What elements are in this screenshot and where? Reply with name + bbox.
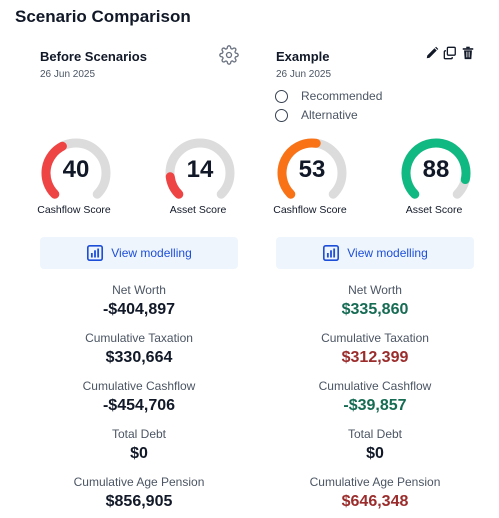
metric-cumulative-taxation: Cumulative Taxation $312,399 [270,330,480,378]
radio-button[interactable] [275,89,288,103]
gauge-label: Cashflow Score [273,204,347,216]
scenario-date: 26 Jun 2025 [276,69,332,80]
scenario-name: Example [276,49,330,64]
scenario-card-example: Example 26 Jun 2025 Recommended Alternat… [270,40,480,518]
copy-icon[interactable] [443,46,457,60]
gauge-fill [165,172,184,199]
metric-value: $312,399 [341,349,409,366]
metric-label: Net Worth [112,283,166,297]
metric-value: $0 [366,445,384,462]
gauge-label: Asset Score [405,204,463,216]
button-label: View modelling [111,246,192,260]
metric-cumulative-cashflow: Cumulative Cashflow -$454,706 [34,378,244,426]
metric-cumulative-age-pension: Cumulative Age Pension $646,348 [270,474,480,518]
metric-label: Cumulative Taxation [321,331,429,345]
metric-label: Cumulative Age Pension [73,475,205,489]
gauge-label: Asset Score [169,204,227,216]
metric-label: Net Worth [348,283,402,297]
metrics-list: Net Worth -$404,897 Cumulative Taxation … [34,282,244,518]
metric-value: -$39,857 [343,397,407,414]
gauge-cashflow-score: 40 [38,138,114,200]
gauge-value: 40 [62,156,90,183]
metric-label: Cumulative Cashflow [82,379,196,393]
metric-cumulative-age-pension: Cumulative Age Pension $856,905 [34,474,244,518]
metric-total-debt: Total Debt $0 [34,426,244,474]
metric-value: $335,860 [341,301,409,318]
gauge-value: 14 [186,156,214,183]
metric-label: Total Debt [111,427,167,441]
gauge-asset-score: 88 [398,138,474,200]
metric-value: $330,664 [105,349,173,366]
radio-label: Recommended [301,89,383,103]
metric-value: -$454,706 [102,397,176,414]
gauge-asset-score: 14 [162,138,238,200]
radio-button[interactable] [275,108,288,122]
radio-label: Alternative [301,108,358,122]
page-title: Scenario Comparison [15,7,191,26]
scenario-actions [425,46,475,60]
scenario-name: Before Scenarios [40,49,147,64]
metric-value: $856,905 [105,493,173,510]
metric-value: $0 [130,445,148,462]
metric-value: -$404,897 [102,301,176,318]
view-modelling-button[interactable]: View modelling [276,237,474,269]
gauge-value: 53 [298,156,326,183]
gauge-fill [401,138,471,199]
gauge-fill [277,138,321,199]
metric-label: Total Debt [347,427,403,441]
gauge-value: 88 [422,156,450,183]
gauge-cashflow-score: 53 [274,138,350,200]
pencil-icon[interactable] [425,46,439,60]
metrics-list: Net Worth $335,860 Cumulative Taxation $… [270,282,480,518]
gauge-fill [41,141,67,199]
metric-net-worth: Net Worth $335,860 [270,282,480,330]
metric-net-worth: Net Worth -$404,897 [34,282,244,330]
metric-label: Cumulative Taxation [85,331,193,345]
metric-label: Cumulative Cashflow [318,379,432,393]
scenario-date: 26 Jun 2025 [40,69,96,80]
metric-label: Cumulative Age Pension [309,475,441,489]
bar-chart-icon [87,244,104,262]
button-label: View modelling [347,246,428,260]
scenario-card-before: Before Scenarios 26 Jun 2025 40 14 Cashf… [34,40,244,518]
trash-icon[interactable] [461,46,475,60]
gear-icon[interactable] [219,45,239,65]
metric-cumulative-cashflow: Cumulative Cashflow -$39,857 [270,378,480,426]
metric-cumulative-taxation: Cumulative Taxation $330,664 [34,330,244,378]
view-modelling-button[interactable]: View modelling [40,237,238,269]
metric-value: $646,348 [341,493,409,510]
radio-alternative[interactable]: Alternative [275,108,358,122]
bar-chart-icon [323,244,340,262]
radio-recommended[interactable]: Recommended [275,89,382,103]
metric-total-debt: Total Debt $0 [270,426,480,474]
gauge-label: Cashflow Score [37,204,111,216]
